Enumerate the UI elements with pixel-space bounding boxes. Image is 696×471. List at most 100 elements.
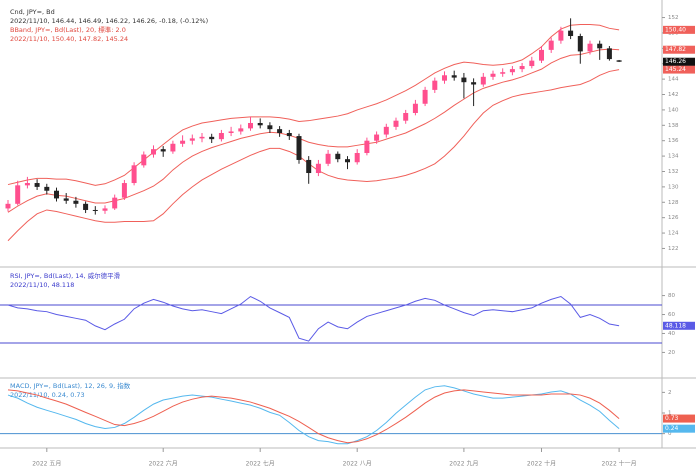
y-tick-label: 136 [668,138,679,144]
panel-header: 2022/11/10, 0.24, 0.73 [10,391,85,399]
panel-header: 2022/11/10, 150.40, 147.82, 145.24 [10,35,128,43]
candle-body [422,89,428,104]
candle-body [616,60,622,62]
y-tick-label: 80 [668,293,675,299]
panel-header: BBand, JPY=, Bd(Last), 20, 標準: 2.0 [10,25,126,34]
candle-body [461,77,467,83]
y-tick-label: 142 [668,92,679,98]
y-tick-label: 122 [668,246,679,252]
candle-body [529,60,535,67]
candle-body [606,48,612,60]
candle-body [597,43,603,49]
value-tag [663,65,695,74]
candle-body [374,134,380,141]
value-tag-label: 146.26 [665,58,686,65]
value-tag [663,414,695,423]
candle-body [63,198,69,201]
y-tick-label: 134 [668,154,679,160]
candle-body [151,149,156,155]
candle-body [83,203,89,210]
candle-body [92,209,98,211]
candle-body [558,30,564,41]
candle-body [267,125,273,130]
candle-body [141,154,147,166]
value-tag-label: 150.40 [665,26,686,33]
panel-header: Cnd, JPY=, Bd [10,8,55,16]
candle-body [24,183,30,186]
band-line [7,69,620,242]
candle-body [432,80,438,90]
candle-body [471,82,477,85]
candle-body [131,165,137,184]
candle-body [480,76,486,85]
candle-body [509,69,515,73]
month-label: 2022 五月 [32,461,61,468]
value-tag [663,25,695,34]
candle-body [500,72,506,74]
candle-body [577,36,583,52]
candle-body [102,208,108,211]
candle-body [209,136,215,140]
month-label: 2022 九月 [449,460,478,468]
panel-header: MACD, JPY=, Bd(Last), 12, 26, 9, 指数 [10,381,131,390]
value-tag [663,321,695,330]
value-tag-label: 147.82 [665,46,686,53]
candle-body [587,43,593,52]
candle-body [5,203,11,209]
candle-body [393,120,399,127]
value-tag [663,424,695,433]
candle-body [189,138,195,141]
month-label: 2022 八月 [343,461,372,468]
value-tag-label: 0.73 [665,415,679,422]
candle-body [345,159,350,163]
y-tick-label: 144 [668,77,679,83]
y-tick-label: 1 [668,411,672,417]
month-label: 2022 七月 [246,460,275,468]
candle-body [335,153,341,160]
candle-body [383,126,389,135]
value-tag-label: 145.24 [665,66,686,73]
candle-body [238,128,244,132]
y-tick-label: 130 [668,184,679,190]
candle-body [112,197,118,209]
y-tick-label: 152 [668,15,679,21]
candle-body [539,49,544,61]
candle-body [451,75,457,78]
candle-body [286,133,292,137]
indicator-line [7,389,620,444]
candle-body [354,153,360,163]
candle-body [277,129,283,133]
candle-body [248,122,253,129]
y-tick-label: 126 [668,215,679,221]
candle-body [73,200,79,204]
band-line [7,23,620,186]
candle-body [364,140,370,154]
candle-body [315,163,321,174]
candle-body [519,66,525,70]
candle-body [306,159,312,174]
candle-body [325,153,331,164]
candle-body [180,140,186,144]
candle-body [199,136,205,139]
y-tick-label: 128 [668,200,679,206]
indicator-line [7,295,620,342]
value-tag [663,45,695,54]
panel-header: RSI, JPY=, Bd(Last), 14, 威尔德平滑 [10,271,121,280]
y-tick-label: 140 [668,107,679,113]
y-tick-label: 60 [668,312,675,318]
value-tag-label: 0.24 [665,425,679,432]
month-label: 2022 十一月 [602,460,637,468]
y-tick-label: 0 [668,431,672,437]
value-tag [663,57,695,66]
candle-body [170,143,176,152]
y-tick-label: 138 [668,123,679,129]
candle-body [412,103,418,113]
y-tick-label: 20 [668,350,675,356]
month-label: 2022 六月 [149,460,178,468]
candle-body [296,136,302,160]
month-label: 2022 十月 [527,460,556,468]
y-tick-label: 132 [668,169,679,175]
panel-header: 2022/11/10, 48.118 [10,281,74,289]
candle-body [257,122,263,126]
